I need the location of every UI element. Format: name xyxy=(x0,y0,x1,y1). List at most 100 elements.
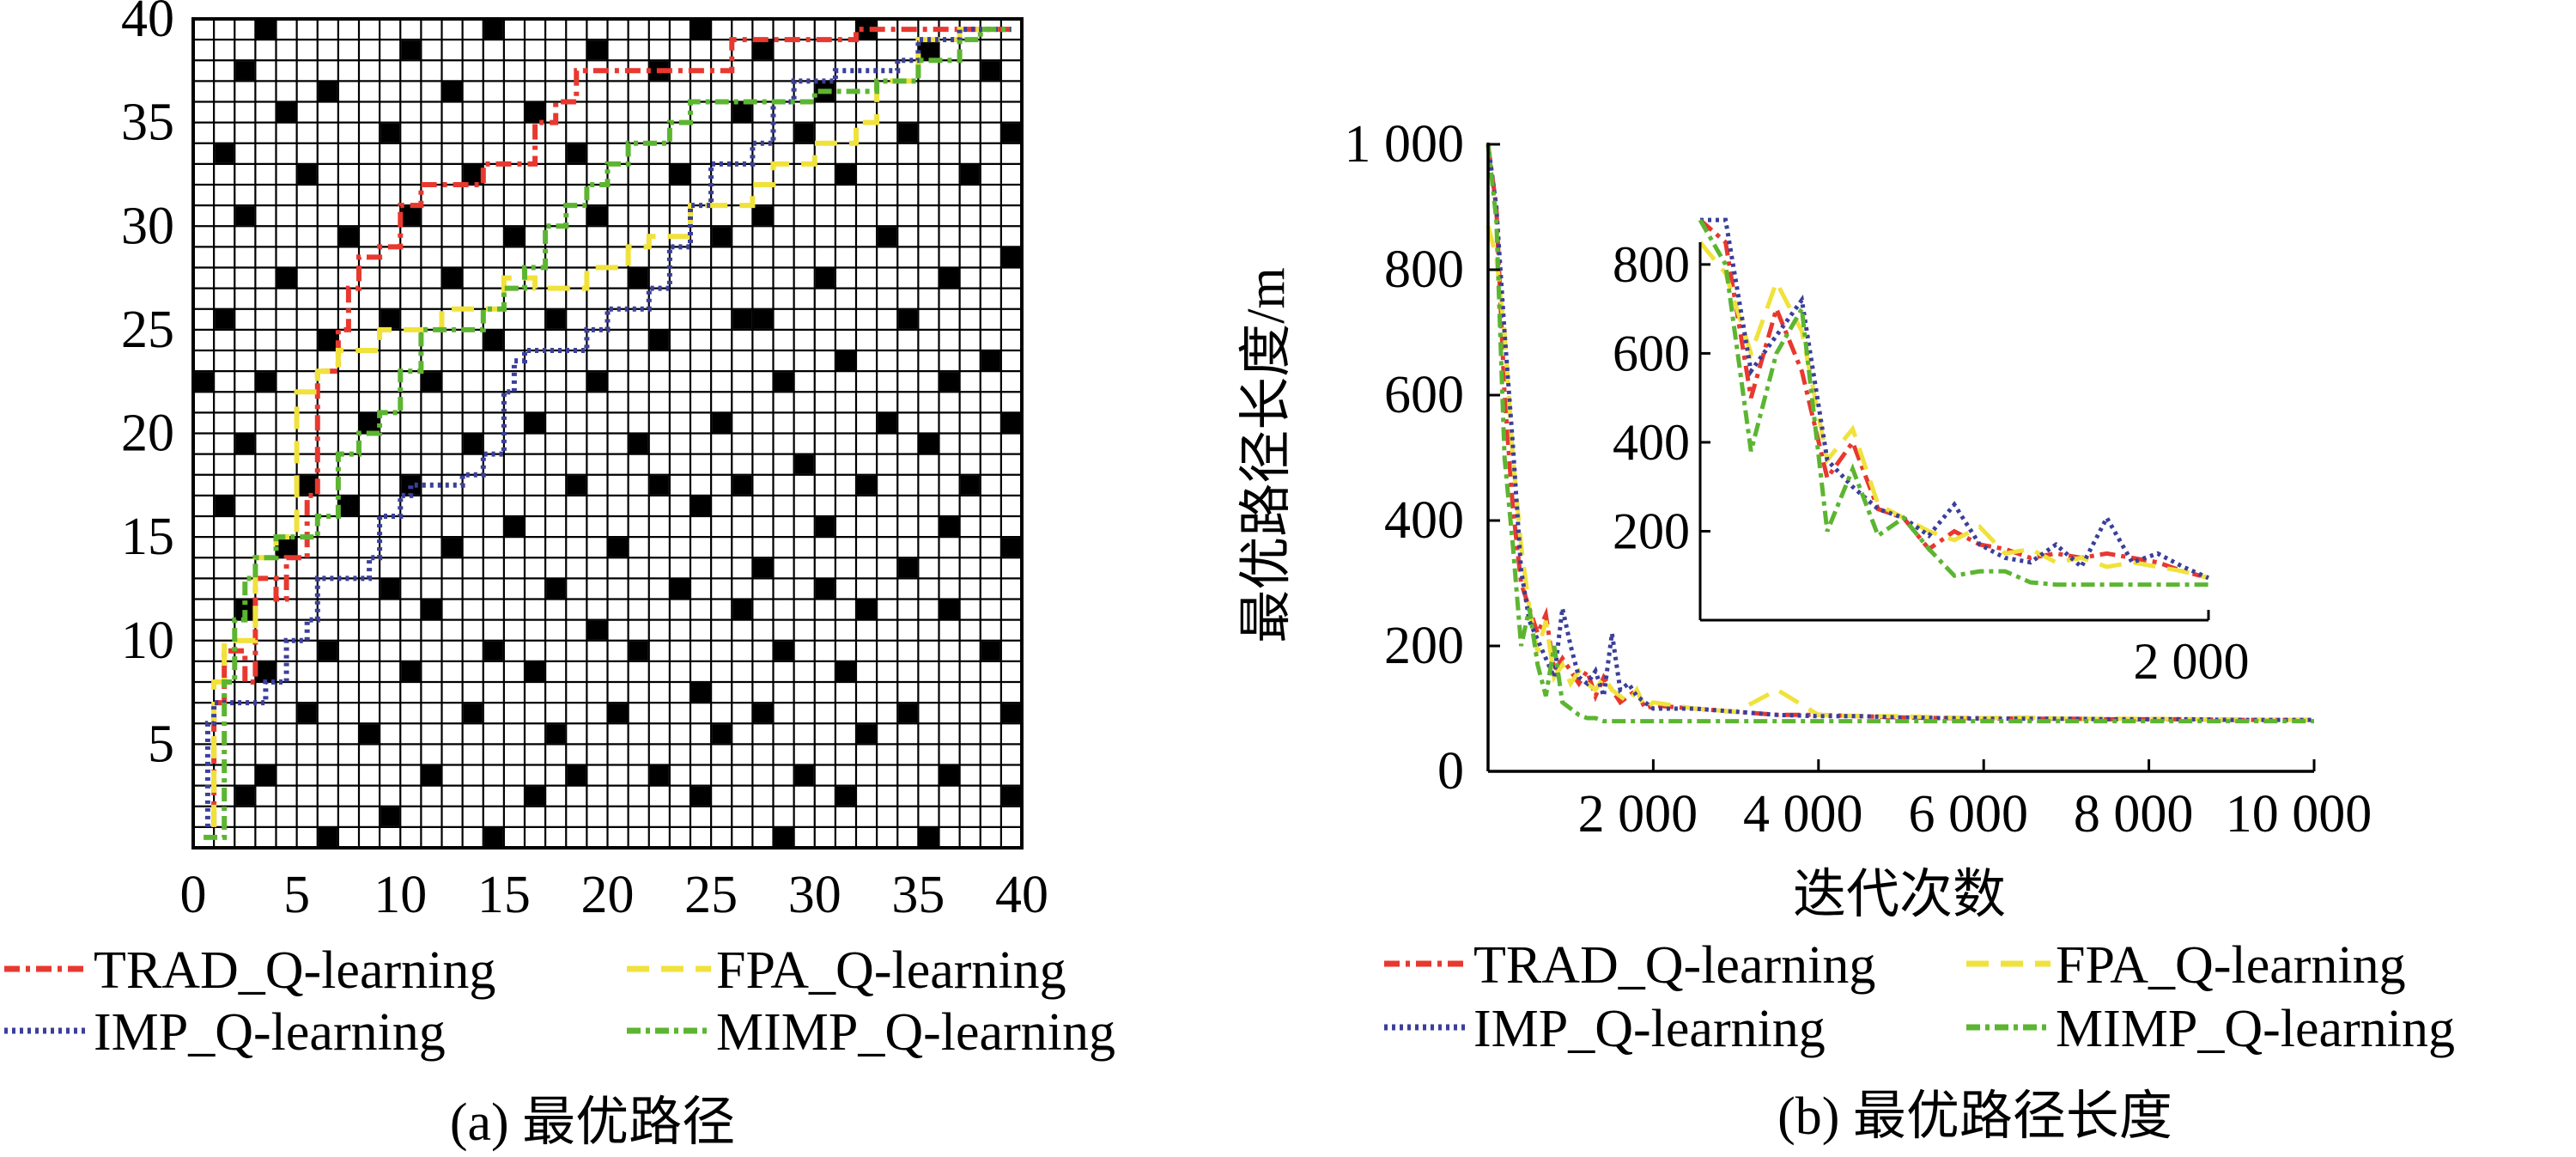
obstacle-cell xyxy=(1001,786,1021,806)
path-series xyxy=(204,27,1012,840)
obstacle-cell xyxy=(981,351,1000,371)
obstacle-cell xyxy=(526,413,545,433)
inset-series-imp-q-learning xyxy=(1700,217,2209,581)
y-tick-label: 600 xyxy=(1384,366,1464,424)
obstacle-cell xyxy=(235,434,255,454)
obstacle-cell xyxy=(442,538,462,557)
obstacle-cell xyxy=(587,40,607,60)
obstacle-cell xyxy=(194,372,214,392)
obstacle-cell xyxy=(338,496,358,515)
obstacle-cell xyxy=(1001,703,1021,723)
obstacle-cell xyxy=(504,517,524,537)
obstacle-cell xyxy=(1001,413,1021,433)
obstacle-cell xyxy=(981,641,1000,661)
obstacle-cell xyxy=(463,164,483,184)
obstacle-cell xyxy=(567,475,586,495)
obstacle-cell xyxy=(608,538,628,557)
x-tick-label: 4 000 xyxy=(1743,785,1863,843)
obstacle-cell xyxy=(981,61,1000,81)
map-frame xyxy=(191,17,1024,849)
x-tick-label: 2 000 xyxy=(1578,785,1698,843)
obstacle-cell xyxy=(318,330,337,350)
inset-y-tick-label: 400 xyxy=(1613,414,1690,471)
obstacle-cell xyxy=(857,20,877,40)
obstacle-cell xyxy=(422,765,441,785)
obstacle-cell xyxy=(835,351,855,371)
obstacle-cell xyxy=(753,40,773,60)
obstacle-cell xyxy=(960,164,980,184)
path-mimp-q-learning xyxy=(204,27,1012,840)
obstacle-cell xyxy=(691,786,711,806)
obstacle-cell xyxy=(649,330,669,350)
legend-label-mimp-q-learning: MIMP_Q-learning xyxy=(2056,1000,2455,1058)
obstacle-cell xyxy=(815,517,835,537)
obstacle-cell xyxy=(691,20,711,40)
obstacle-cell xyxy=(442,82,462,101)
obstacle-cell xyxy=(753,703,773,723)
obstacle-cell xyxy=(483,20,503,40)
obstacle-cell xyxy=(235,786,255,806)
obstacle-cell xyxy=(919,827,939,847)
obstacle-cell xyxy=(587,620,607,640)
legend-label-mimp-q-learning: MIMP_Q-learning xyxy=(716,1003,1115,1062)
y-tick-label: 20 xyxy=(121,405,174,463)
obstacle-cell xyxy=(463,434,483,454)
obstacle-cell xyxy=(422,600,441,619)
obstacle-cell xyxy=(526,661,545,681)
obstacle-cell xyxy=(939,268,959,288)
obstacle-cell xyxy=(878,413,897,433)
obstacle-cell xyxy=(215,309,234,329)
obstacle-cell xyxy=(670,164,690,184)
obstacle-cell xyxy=(691,496,711,515)
panel-b-length-chart: 2 000 4 000 6 000 8 000 10 000 0 200 400 600 800… xyxy=(1237,115,2372,924)
obstacle-cell xyxy=(256,20,276,40)
obstacle-cell xyxy=(276,102,296,122)
obstacle-cell xyxy=(878,227,897,247)
obstacle-cell xyxy=(360,413,380,433)
obstacle-cell xyxy=(835,786,855,806)
legend-label-imp-q-learning: IMP_Q-learning xyxy=(1473,1000,1826,1058)
obstacle-cell xyxy=(753,309,773,329)
obstacle-cell xyxy=(215,143,234,163)
legend-panel-b: TRAD_Q-learning FPA_Q-learning IMP_Q-learn… xyxy=(1384,936,2455,1058)
obstacle-cell xyxy=(732,102,752,122)
x-tick-label: 8 000 xyxy=(2074,785,2194,843)
obstacle-cell xyxy=(380,123,400,143)
obstacle-cell xyxy=(712,227,732,247)
obstacle-cell xyxy=(256,765,276,785)
obstacle-cell xyxy=(401,206,421,226)
obstacle-cell xyxy=(546,579,566,599)
obstacle-cell xyxy=(649,475,669,495)
obstacle-cell xyxy=(422,372,441,392)
obstacle-cells xyxy=(194,20,1021,847)
obstacle-cell xyxy=(546,309,566,329)
obstacle-cell xyxy=(898,309,918,329)
obstacle-cell xyxy=(732,600,752,619)
obstacle-cell xyxy=(857,475,877,495)
obstacle-cell xyxy=(215,496,234,515)
obstacle-cell xyxy=(753,558,773,578)
y-tick-label: 5 xyxy=(148,715,174,773)
obstacle-cell xyxy=(774,372,793,392)
obstacle-cell xyxy=(297,475,317,495)
obstacle-cell xyxy=(732,475,752,495)
legend-panel-a: TRAD_Q-learning FPA_Q-learning IMP_Q-learn… xyxy=(4,941,1115,1062)
obstacle-cell xyxy=(1001,538,1021,557)
obstacle-cell xyxy=(794,123,814,143)
x-tick-label: 10 xyxy=(374,866,427,924)
legend-label-imp-q-learning: IMP_Q-learning xyxy=(94,1003,446,1062)
obstacle-cell xyxy=(483,827,503,847)
obstacle-cell xyxy=(774,641,793,661)
obstacle-cell xyxy=(794,765,814,785)
obstacle-cell xyxy=(835,164,855,184)
obstacle-cell xyxy=(318,82,337,101)
legend-label-trad-q-learning: TRAD_Q-learning xyxy=(1473,936,1875,995)
y-tick-label: 10 xyxy=(121,612,174,670)
inset-series xyxy=(1698,217,2209,588)
y-tick-label: 200 xyxy=(1384,617,1464,675)
obstacle-cell xyxy=(587,372,607,392)
obstacle-cell xyxy=(898,558,918,578)
obstacle-cell xyxy=(857,724,877,744)
obstacle-cell xyxy=(235,206,255,226)
x-tick-labels: 0 5 10 15 20 25 30 35 40 xyxy=(180,866,1049,924)
